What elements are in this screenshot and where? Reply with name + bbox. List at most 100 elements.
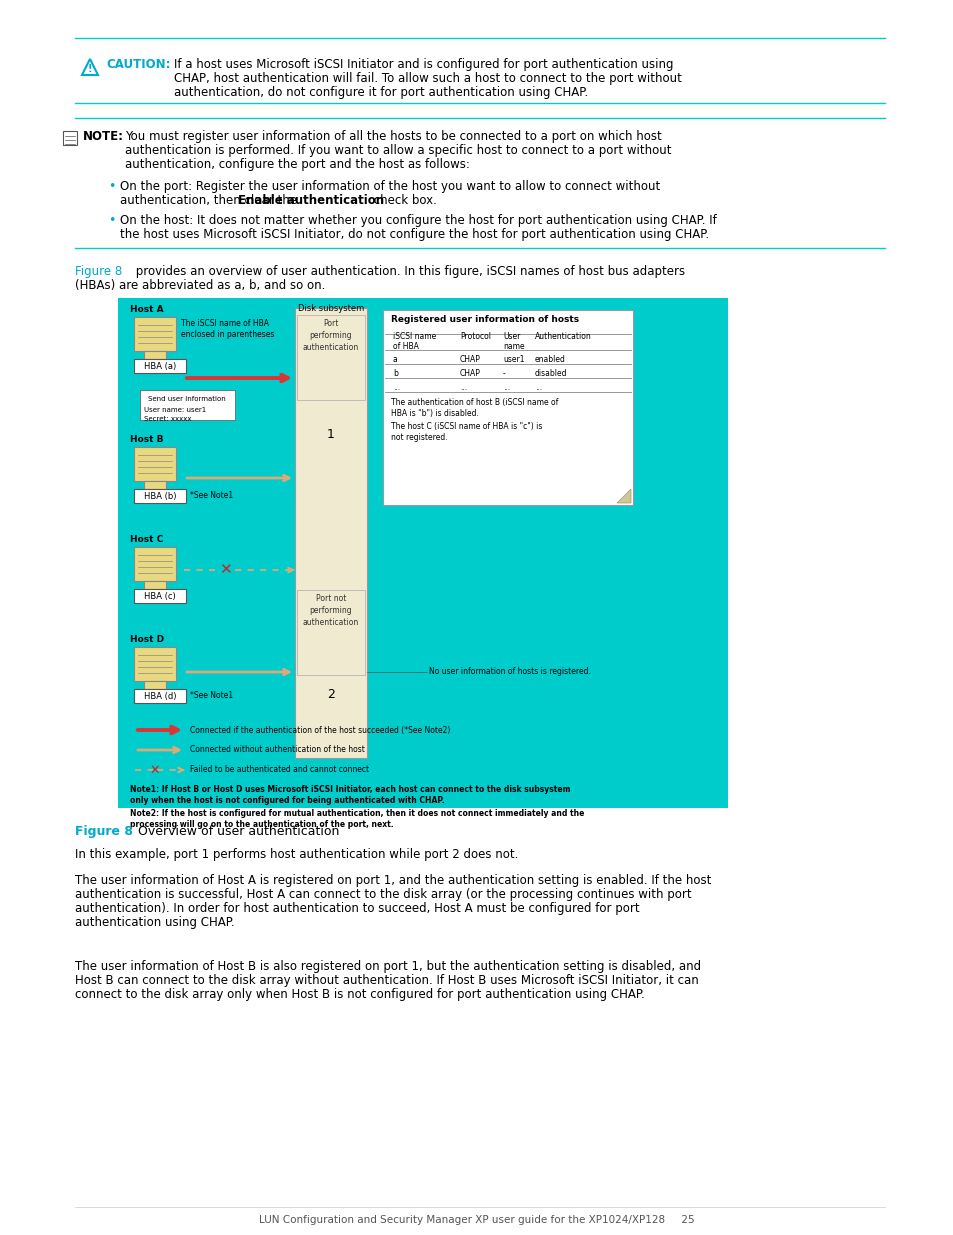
FancyBboxPatch shape bbox=[144, 480, 166, 489]
FancyBboxPatch shape bbox=[133, 589, 186, 603]
FancyBboxPatch shape bbox=[133, 689, 186, 703]
Text: In this example, port 1 performs host authentication while port 2 does not.: In this example, port 1 performs host au… bbox=[75, 848, 517, 861]
Text: •: • bbox=[108, 180, 115, 193]
Text: Enable authentication: Enable authentication bbox=[237, 194, 384, 207]
FancyBboxPatch shape bbox=[144, 351, 166, 359]
Text: b: b bbox=[393, 369, 397, 378]
Text: CAUTION:: CAUTION: bbox=[106, 58, 171, 70]
Text: ...: ... bbox=[459, 383, 467, 391]
Text: ...: ... bbox=[393, 383, 399, 391]
Text: ...: ... bbox=[502, 383, 510, 391]
Text: the host uses Microsoft iSCSI Initiator, do not configure the host for port auth: the host uses Microsoft iSCSI Initiator,… bbox=[120, 228, 708, 241]
Text: Send user information: Send user information bbox=[148, 396, 226, 403]
Text: Registered user information of hosts: Registered user information of hosts bbox=[391, 315, 578, 324]
Text: Host D: Host D bbox=[130, 635, 164, 643]
FancyBboxPatch shape bbox=[144, 580, 166, 589]
Text: CHAP: CHAP bbox=[459, 369, 480, 378]
Text: CHAP: CHAP bbox=[459, 354, 480, 364]
Text: authentication, do not configure it for port authentication using CHAP.: authentication, do not configure it for … bbox=[173, 86, 587, 99]
Text: Port
performing
authentication: Port performing authentication bbox=[302, 319, 358, 352]
Text: enabled: enabled bbox=[535, 354, 565, 364]
Text: authentication is performed. If you want to allow a specific host to connect to : authentication is performed. If you want… bbox=[125, 144, 671, 157]
FancyBboxPatch shape bbox=[133, 447, 175, 480]
Text: User name: user1: User name: user1 bbox=[144, 408, 206, 412]
Text: HBA is "b") is disabled.: HBA is "b") is disabled. bbox=[391, 409, 478, 417]
Text: Failed to be authenticated and cannot connect: Failed to be authenticated and cannot co… bbox=[190, 766, 369, 774]
Text: The user information of Host A is registered on port 1, and the authentication s: The user information of Host A is regist… bbox=[75, 874, 711, 887]
Text: authentication is successful, Host A can connect to the disk array (or the proce: authentication is successful, Host A can… bbox=[75, 888, 691, 902]
Text: authentication, configure the port and the host as follows:: authentication, configure the port and t… bbox=[125, 158, 470, 170]
Text: Host C: Host C bbox=[130, 535, 163, 543]
Text: If a host uses Microsoft iSCSI Initiator and is configured for port authenticati: If a host uses Microsoft iSCSI Initiator… bbox=[173, 58, 673, 70]
Text: Connected if the authentication of the host succeeded (*See Note2): Connected if the authentication of the h… bbox=[190, 725, 450, 735]
Text: user1: user1 bbox=[502, 354, 524, 364]
Text: HBA (d): HBA (d) bbox=[144, 692, 176, 700]
Text: authentication). In order for host authentication to succeed, Host A must be con: authentication). In order for host authe… bbox=[75, 902, 639, 915]
Text: authentication using CHAP.: authentication using CHAP. bbox=[75, 916, 234, 929]
Text: Host A: Host A bbox=[130, 305, 164, 314]
Text: HBA (a): HBA (a) bbox=[144, 362, 176, 370]
FancyBboxPatch shape bbox=[133, 489, 186, 503]
Text: On the host: It does not matter whether you configure the host for port authenti: On the host: It does not matter whether … bbox=[120, 214, 716, 227]
Text: On the port: Register the user information of the host you want to allow to conn: On the port: Register the user informati… bbox=[120, 180, 659, 193]
Text: User
name: User name bbox=[502, 332, 524, 352]
Text: The iSCSI name of HBA
enclosed in parentheses: The iSCSI name of HBA enclosed in parent… bbox=[181, 319, 274, 340]
Text: Figure 8: Figure 8 bbox=[75, 266, 122, 278]
Text: Host B: Host B bbox=[130, 435, 163, 445]
Text: processing will go on to the authentication of the port, next.: processing will go on to the authenticat… bbox=[130, 820, 394, 829]
Text: HBA (b): HBA (b) bbox=[144, 492, 176, 500]
FancyBboxPatch shape bbox=[382, 310, 633, 505]
Text: Connected without authentication of the host: Connected without authentication of the … bbox=[190, 746, 364, 755]
Text: 1: 1 bbox=[327, 429, 335, 441]
Text: Note2: If the host is configured for mutual authentication, then it does not con: Note2: If the host is configured for mut… bbox=[130, 809, 584, 818]
Text: Disk subsystem: Disk subsystem bbox=[297, 304, 364, 312]
Text: No user information of hosts is registered.: No user information of hosts is register… bbox=[429, 667, 590, 677]
Text: (HBAs) are abbreviated as a, b, and so on.: (HBAs) are abbreviated as a, b, and so o… bbox=[75, 279, 325, 291]
FancyBboxPatch shape bbox=[118, 298, 727, 808]
Text: CHAP, host authentication will fail. To allow such a host to connect to the port: CHAP, host authentication will fail. To … bbox=[173, 72, 681, 85]
Text: •: • bbox=[108, 214, 115, 227]
Text: Host B can connect to the disk array without authentication. If Host B uses Micr: Host B can connect to the disk array wit… bbox=[75, 974, 698, 987]
FancyBboxPatch shape bbox=[296, 590, 365, 676]
Text: The authentication of host B (iSCSI name of: The authentication of host B (iSCSI name… bbox=[391, 398, 558, 408]
Text: ✕: ✕ bbox=[150, 763, 160, 777]
Text: LUN Configuration and Security Manager XP user guide for the XP1024/XP128     25: LUN Configuration and Security Manager X… bbox=[259, 1215, 694, 1225]
FancyBboxPatch shape bbox=[144, 680, 166, 689]
Text: *See Note1: *See Note1 bbox=[190, 692, 233, 700]
FancyBboxPatch shape bbox=[140, 390, 234, 420]
Text: disabled: disabled bbox=[535, 369, 567, 378]
Text: provides an overview of user authentication. In this figure, iSCSI names of host: provides an overview of user authenticat… bbox=[132, 266, 684, 278]
Text: NOTE:: NOTE: bbox=[83, 130, 124, 143]
Text: ✕: ✕ bbox=[218, 562, 232, 578]
Text: Secret: xxxxx: Secret: xxxxx bbox=[144, 416, 192, 422]
Text: check box.: check box. bbox=[370, 194, 436, 207]
Text: The user information of Host B is also registered on port 1, but the authenticat: The user information of Host B is also r… bbox=[75, 960, 700, 973]
Text: Figure 8: Figure 8 bbox=[75, 825, 132, 839]
Text: authentication, then clear the: authentication, then clear the bbox=[120, 194, 300, 207]
Text: 2: 2 bbox=[327, 688, 335, 701]
Text: Note1: If Host B or Host D uses Microsoft iSCSI Initiator, each host can connect: Note1: If Host B or Host D uses Microsof… bbox=[130, 785, 570, 794]
FancyBboxPatch shape bbox=[294, 308, 367, 758]
Text: -: - bbox=[502, 369, 505, 378]
Text: !: ! bbox=[88, 64, 92, 74]
Text: not registered.: not registered. bbox=[391, 433, 447, 442]
FancyBboxPatch shape bbox=[133, 317, 175, 351]
Text: Overview of user authentication: Overview of user authentication bbox=[130, 825, 339, 839]
Text: a: a bbox=[393, 354, 397, 364]
Text: connect to the disk array only when Host B is not configured for port authentica: connect to the disk array only when Host… bbox=[75, 988, 644, 1002]
Text: The host C (iSCSI name of HBA is "c") is: The host C (iSCSI name of HBA is "c") is bbox=[391, 422, 542, 431]
FancyBboxPatch shape bbox=[133, 547, 175, 580]
Text: iSCSI name
of HBA: iSCSI name of HBA bbox=[393, 332, 436, 352]
Text: Authentication: Authentication bbox=[535, 332, 591, 341]
Text: *See Note1: *See Note1 bbox=[190, 492, 233, 500]
Polygon shape bbox=[617, 489, 630, 503]
Text: You must register user information of all the hosts to be connected to a port on: You must register user information of al… bbox=[125, 130, 661, 143]
Text: Port not
performing
authentication: Port not performing authentication bbox=[302, 594, 358, 626]
Text: Protocol: Protocol bbox=[459, 332, 491, 341]
FancyBboxPatch shape bbox=[133, 359, 186, 373]
FancyBboxPatch shape bbox=[133, 647, 175, 680]
Text: ...: ... bbox=[535, 383, 541, 391]
FancyBboxPatch shape bbox=[296, 315, 365, 400]
FancyBboxPatch shape bbox=[63, 131, 77, 144]
Text: only when the host is not configured for being authenticated with CHAP.: only when the host is not configured for… bbox=[130, 797, 444, 805]
